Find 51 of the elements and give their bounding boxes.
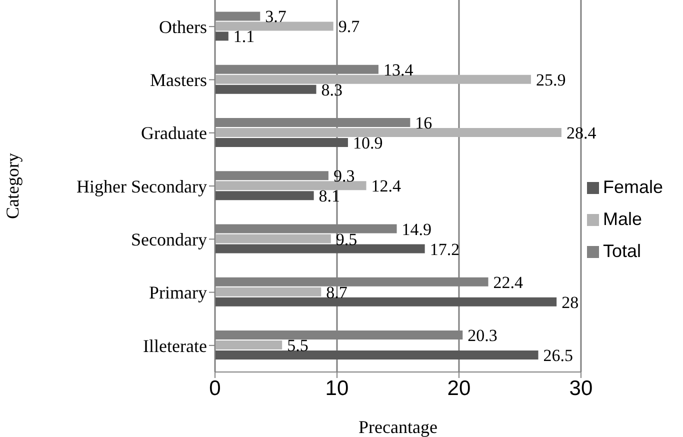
y-tick-label: Graduate <box>141 123 208 144</box>
bar <box>215 340 282 350</box>
bar <box>215 191 314 200</box>
bar <box>215 138 348 147</box>
y-tick-label: Secondary <box>131 230 207 250</box>
data-label: 9.3 <box>333 166 355 186</box>
data-label: 8.1 <box>318 186 340 206</box>
y-tick-label: Primary <box>149 282 207 303</box>
data-label: 20.3 <box>468 326 498 346</box>
data-label: 22.4 <box>493 272 524 292</box>
legend-label: Total <box>602 240 641 260</box>
data-label: 8.3 <box>321 80 342 100</box>
data-label: 5.5 <box>287 336 308 356</box>
bar <box>215 234 331 244</box>
data-label: 8.7 <box>326 282 348 302</box>
y-tick-label: Masters <box>150 70 207 90</box>
data-label: 28.4 <box>566 124 597 143</box>
bar <box>215 350 538 360</box>
x-axis-title: Precantage <box>358 417 438 437</box>
x-tick-label: 30 <box>569 376 593 400</box>
bar <box>215 128 562 137</box>
bar <box>215 74 531 84</box>
data-label: 14.9 <box>402 220 432 239</box>
y-tick-label: Others <box>159 16 207 37</box>
data-label: 12.4 <box>371 176 402 196</box>
bar <box>215 297 557 306</box>
data-label: 9.7 <box>338 17 360 36</box>
data-label: 17.2 <box>430 240 460 259</box>
x-tick-label: 0 <box>209 376 221 400</box>
data-label: 26.5 <box>543 346 574 366</box>
x-tick-label: 20 <box>447 376 471 400</box>
data-label: 3.7 <box>265 7 287 26</box>
data-label: 16 <box>415 114 432 133</box>
bar <box>215 84 316 94</box>
legend-label: Male <box>602 208 642 228</box>
y-tick-label: Higher Secondary <box>76 176 207 196</box>
bar <box>215 22 334 31</box>
data-label: 25.9 <box>536 70 566 90</box>
data-label: 1.1 <box>233 27 255 46</box>
bar <box>215 244 425 254</box>
x-tick-label: 10 <box>325 376 349 400</box>
data-label: 9.5 <box>336 230 358 249</box>
y-axis-title: Category <box>2 153 22 219</box>
bar <box>215 287 322 296</box>
data-label: 13.4 <box>383 60 414 80</box>
bar <box>215 32 228 41</box>
bar <box>215 181 366 190</box>
data-label: 28 <box>562 292 579 312</box>
data-label: 10.9 <box>352 134 383 153</box>
y-tick-label: Illeterate <box>143 336 208 356</box>
legend-label: Female <box>602 176 663 196</box>
